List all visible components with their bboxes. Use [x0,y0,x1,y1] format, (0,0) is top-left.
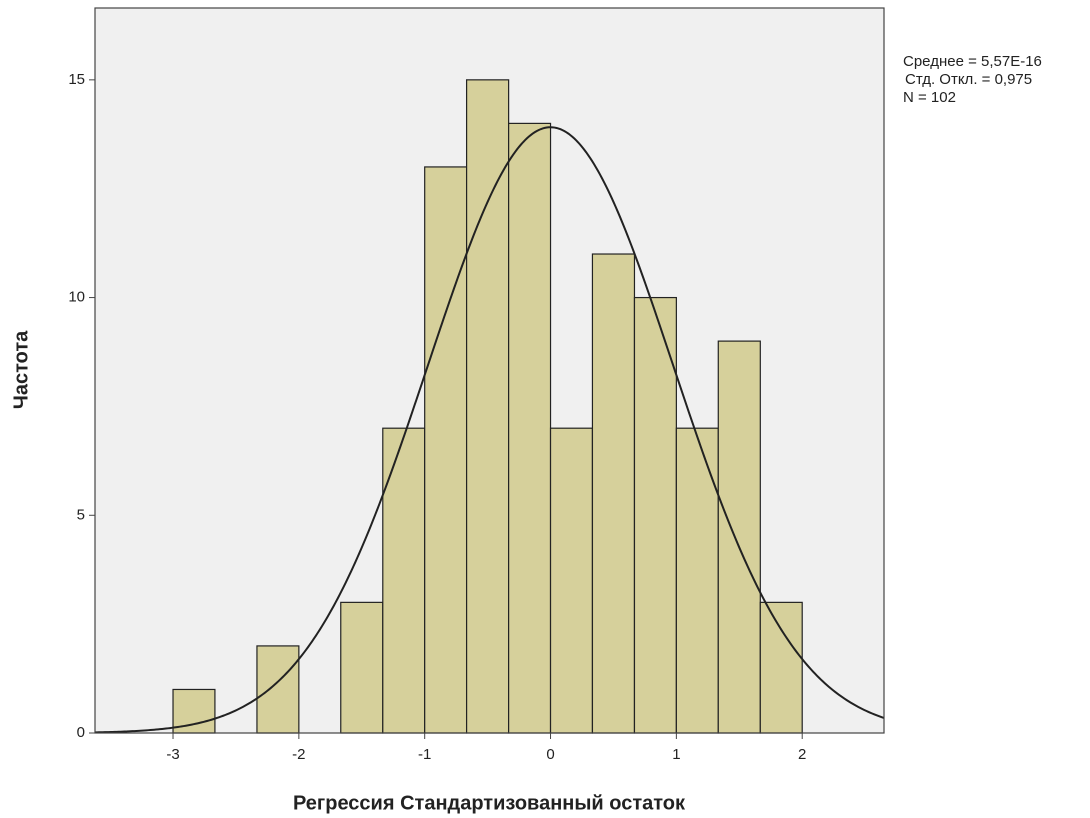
x-tick-label: 1 [672,746,680,763]
y-axis-title: Частота [10,330,32,409]
bar [256,645,300,734]
x-axis-title: Регрессия Стандартизованный остаток [293,792,686,814]
bar [549,427,594,734]
bar [759,601,803,734]
annotation-mean: Среднее = 5,57E-16 [903,53,1042,70]
bar [465,79,510,734]
x-tick-label: 0 [546,746,554,763]
y-tick-label: 10 [68,289,85,306]
x-tick-label: -2 [292,746,305,763]
y-tick-label: 0 [77,724,85,741]
plot-border [94,7,885,734]
bar [424,166,468,734]
y-tick-label: 5 [77,506,85,523]
bar [340,601,384,734]
bar [633,296,677,734]
bar [675,427,719,734]
x-tick-label: -3 [166,746,179,763]
x-tick-label: -1 [418,746,431,763]
annotation-sd: Стд. Откл. = 0,975 [905,71,1032,88]
bar [591,253,636,734]
y-tick-label: 15 [68,71,85,88]
bar [382,427,426,734]
bar [508,122,552,734]
bar [717,340,761,734]
annotation-n: N = 102 [903,89,956,106]
x-tick-label: 2 [798,746,806,763]
normal-curve [94,126,885,734]
